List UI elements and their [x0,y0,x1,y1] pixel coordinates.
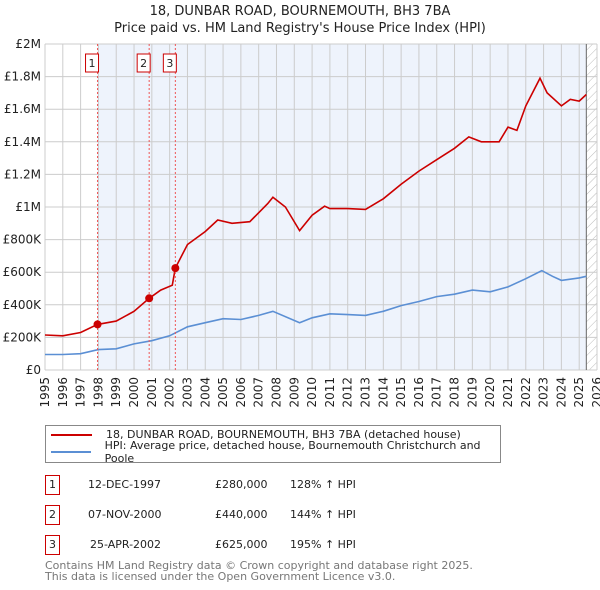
y-tick-label: £1.2M [4,167,41,181]
y-tick-label: £400K [3,298,43,312]
copyright-text: Contains HM Land Registry data © Crown c… [45,559,473,572]
sale-price: £440,000 [215,508,268,521]
y-tick-label: £200K [3,330,43,344]
title-line: 18, DUNBAR ROAD, BOURNEMOUTH, BH3 7BA [149,4,451,19]
sale-marker-label: 2 [140,57,147,70]
x-tick-label: 2023 [537,377,551,408]
x-tick-label: 2020 [483,377,497,408]
x-tick-label: 2004 [198,377,212,408]
marker-number: 1 [45,475,60,495]
sale-marker-box [136,53,151,73]
x-tick-label: 2016 [412,377,426,408]
x-tick-label: 2002 [163,377,177,408]
x-tick-label: 2008 [269,377,283,408]
y-tick-label: £1.4M [4,135,41,149]
subtitle-line: Price paid vs. HM Land Registry's House … [114,21,486,36]
sale-date: 12-DEC-1997 [88,478,162,491]
sale-marker-box [162,53,177,73]
y-tick-label: £1M [15,200,41,214]
x-tick-label: 2024 [554,377,568,408]
x-tick-label: 2014 [376,377,390,408]
transaction-row: 3 25-APR-2002 £625,000 195% ↑ HPI [45,535,545,557]
hpi-change: 144% ↑ HPI [290,508,356,521]
property-price-line [44,76,587,337]
sale-price: £625,000 [215,538,268,551]
sale-marker-label: 1 [89,57,96,70]
x-tick-label: 1996 [56,377,70,408]
x-tick-label: 1995 [38,377,52,408]
x-tick-label: 1999 [109,377,123,408]
legend-label: 18, DUNBAR ROAD, BOURNEMOUTH, BH3 7BA (d… [106,428,461,441]
y-tick-label: £0 [26,363,41,377]
sale-point [145,294,154,303]
y-tick-label: £1.8M [4,70,41,84]
sale-marker-label: 3 [166,57,173,70]
sale-marker-box [85,53,100,73]
sale-point [93,320,102,329]
x-tick-label: 2012 [341,377,355,408]
legend-label: HPI: Average price, detached house, Bour… [104,438,481,465]
footer: Contains HM Land Registry data © Crown c… [45,560,473,582]
y-tick-label: £800K [3,233,43,247]
x-tick-label: 2001 [145,377,159,408]
blue-line-swatch [51,450,91,453]
licence-text: This data is licensed under the Open Gov… [45,570,396,583]
hpi-line [45,269,587,356]
x-tick-label: 2007 [252,377,266,408]
x-tick-label: 2025 [572,377,586,408]
x-tick-label: 2010 [305,377,319,408]
transaction-row: 2 07-NOV-2000 £440,000 144% ↑ HPI [45,505,545,527]
x-tick-label: 2000 [127,377,141,408]
y-tick-label: £2M [15,37,41,51]
marker-number: 3 [45,535,60,555]
x-tick-label: 2006 [234,377,248,408]
x-tick-label: 2013 [359,377,373,408]
sale-date: 07-NOV-2000 [88,508,162,521]
sale-date: 25-APR-2002 [90,538,162,551]
y-tick-label: £1.6M [4,102,41,116]
marker-number: 2 [45,505,60,525]
sale-point [171,264,180,273]
x-tick-label: 2015 [394,377,408,408]
legend: 18, DUNBAR ROAD, BOURNEMOUTH, BH3 7BA (d… [45,425,501,465]
x-tick-label: 2011 [323,377,337,408]
x-tick-label: 1997 [74,377,88,408]
x-tick-label: 1998 [91,377,105,408]
price-chart: 1995 1996 1997 1998 1999 2000 2001 2002 2003 2004… [3,37,600,408]
x-tick-label: 2003 [180,377,194,408]
x-tick-label: 2022 [519,377,533,408]
x-tick-label: 2021 [501,377,515,408]
x-tick-label: 2017 [430,377,444,408]
x-tick-label: 2019 [465,377,479,408]
hpi-change: 195% ↑ HPI [290,538,356,551]
x-tick-label: 2026 [590,377,600,408]
x-tick-label: 2005 [216,377,230,408]
legend-item-property: 18, DUNBAR ROAD, BOURNEMOUTH, BH3 7BA (d… [51,426,500,443]
chart-title: 18, DUNBAR ROAD, BOURNEMOUTH, BH3 7BA Pr… [0,3,600,37]
legend-item-hpi: HPI: Average price, detached house, Bour… [51,439,500,465]
transaction-row: 1 12-DEC-1997 £280,000 128% ↑ HPI [45,475,545,497]
red-line-swatch [51,433,92,436]
x-tick-label: 2009 [287,377,301,408]
y-tick-label: £600K [3,265,43,279]
sale-price: £280,000 [215,478,268,491]
hpi-change: 128% ↑ HPI [290,478,356,491]
x-tick-label: 2018 [448,377,462,408]
